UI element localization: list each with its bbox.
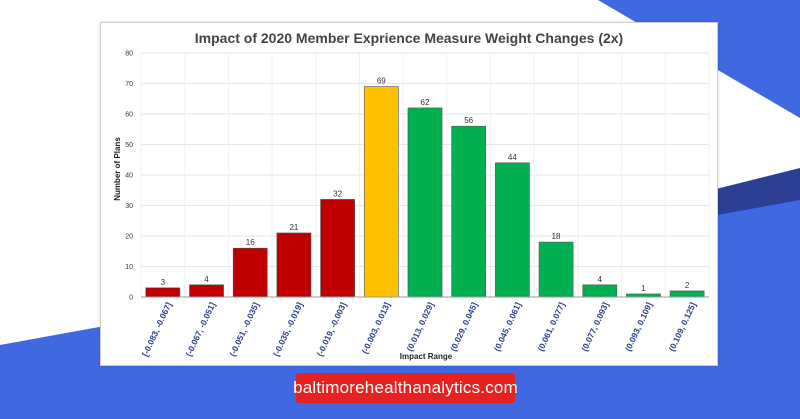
bar-value-label: 21 xyxy=(289,223,298,232)
bar-value-label: 3 xyxy=(161,278,166,287)
x-tick-label: (-0.035, -0.019] xyxy=(271,300,305,357)
y-tick-label: 30 xyxy=(125,203,133,210)
x-tick-label: (-0.019, -0.003] xyxy=(315,300,349,357)
x-tick-label: (0.029, 0.045] xyxy=(448,300,480,352)
bar xyxy=(276,232,312,298)
bar-value-label: 32 xyxy=(333,189,342,198)
bar-value-label: 4 xyxy=(598,275,603,284)
y-tick-label: 40 xyxy=(125,173,133,180)
x-axis-label: Impact Range xyxy=(400,352,453,361)
y-tick-label: 0 xyxy=(129,295,133,302)
bar xyxy=(669,290,705,298)
y-tick-label: 60 xyxy=(125,112,133,119)
chart-title: Impact of 2020 Member Exprience Measure … xyxy=(195,30,623,46)
y-axis-label: Number of Plans xyxy=(113,137,122,201)
x-tick-label: (0.061, 0.077] xyxy=(535,300,567,352)
bar xyxy=(407,107,443,298)
website-badge[interactable]: baltimorehealthanalytics.com xyxy=(293,373,518,403)
chart-panel: Impact of 2020 Member Exprience Measure … xyxy=(100,22,718,366)
bar-value-label: 18 xyxy=(552,232,561,241)
bar xyxy=(495,162,530,298)
x-tick-label: (0.093, 0.109] xyxy=(623,300,655,352)
x-tick-label: (-0.051, -0.035] xyxy=(227,300,261,357)
y-tick-label: 50 xyxy=(125,142,133,149)
bar-value-label: 56 xyxy=(464,116,473,125)
y-axis-ticks: 0 10 20 30 40 50 60 70 80 xyxy=(125,51,133,302)
bar-value-label: 69 xyxy=(377,77,386,86)
y-tick-label: 10 xyxy=(125,264,133,271)
bar-value-label: 44 xyxy=(508,153,517,162)
bar-value-label: 4 xyxy=(204,275,209,284)
x-tick-label: (-0.003, 0.013] xyxy=(359,300,392,355)
bar-value-label: 16 xyxy=(246,238,255,247)
x-tick-label: (0.077, 0.093] xyxy=(579,300,611,352)
chart-data-labels: 3 4 16 21 32 69 62 56 44 18 4 1 2 xyxy=(161,77,690,293)
x-tick-label: (0.109, 0.125] xyxy=(667,300,699,352)
bar-value-label: 62 xyxy=(421,98,430,107)
x-tick-label: (-0.067, -0.051] xyxy=(184,300,218,357)
x-tick-label: (0.045, 0.061] xyxy=(492,300,524,352)
bar-value-label: 2 xyxy=(685,281,690,290)
y-tick-label: 20 xyxy=(125,234,133,241)
bar xyxy=(451,125,487,298)
y-tick-label: 70 xyxy=(125,81,133,88)
chart-bars xyxy=(145,86,705,298)
bar xyxy=(145,287,181,298)
bar xyxy=(582,284,618,298)
bar xyxy=(363,86,399,298)
x-tick-label: [-0.083, -0.067] xyxy=(140,300,174,357)
bar xyxy=(538,241,574,298)
bar xyxy=(189,284,224,298)
y-tick-label: 80 xyxy=(125,51,133,58)
bar xyxy=(232,247,268,298)
x-axis-ticks: [-0.083, -0.067] (-0.067, -0.051] (-0.051,… xyxy=(140,300,698,357)
bar-value-label: 1 xyxy=(641,284,646,293)
bar xyxy=(320,199,355,298)
x-tick-label: (0.013, 0.029] xyxy=(404,300,436,352)
bar-chart: Impact of 2020 Member Exprience Measure … xyxy=(113,30,710,361)
